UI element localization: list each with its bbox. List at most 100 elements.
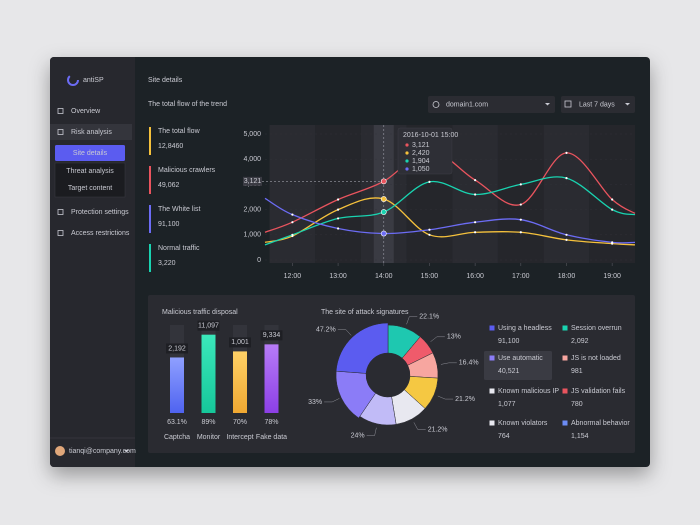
- slice-label: 16.4%: [459, 360, 479, 367]
- bottom-card: [148, 295, 635, 453]
- bars-title: Malicious traffic disposal: [162, 309, 238, 316]
- domain-value[interactable]: domain1.com: [446, 101, 488, 108]
- tooltip-dot: [405, 167, 409, 171]
- point: [565, 238, 568, 241]
- point: [380, 209, 387, 215]
- chart-column: [497, 125, 544, 263]
- y-tick-label: 5,000: [243, 131, 261, 138]
- submenu-item[interactable]: Threat analysis: [66, 168, 114, 175]
- count-label: 1,001: [231, 339, 249, 346]
- x-tick-label: 16:00: [466, 273, 484, 280]
- tooltip-value: 1,904: [412, 158, 430, 165]
- point: [291, 213, 294, 216]
- range-value[interactable]: Last 7 days: [579, 101, 615, 108]
- nav-item[interactable]: Overview: [71, 108, 101, 115]
- bar: [233, 351, 247, 413]
- tooltip-value: 1,050: [412, 166, 430, 173]
- legend-label: JS validation fails: [571, 388, 626, 395]
- x-tick-label: 13:00: [329, 273, 347, 280]
- y-tick-label: 2,000: [243, 206, 261, 213]
- slice-label: 33%: [308, 399, 322, 406]
- nav-highlight: [50, 124, 132, 140]
- range-select[interactable]: [561, 96, 635, 113]
- legend-value: 40,521: [498, 368, 520, 375]
- chart-column: [269, 125, 316, 263]
- count-box: [197, 320, 220, 331]
- bar: [264, 344, 279, 413]
- stat-accent: [149, 166, 151, 194]
- nav-item[interactable]: Risk analysis: [71, 129, 112, 136]
- submenu-active[interactable]: [55, 145, 125, 161]
- point: [519, 183, 522, 186]
- caret: [545, 103, 550, 106]
- avatar: [55, 446, 65, 456]
- count-label: 2,192: [168, 345, 186, 352]
- point: [336, 198, 340, 201]
- x-tick-label: 18:00: [558, 273, 576, 280]
- user-email[interactable]: tianqi@company.com: [69, 448, 136, 455]
- stat-value: 3,220: [158, 260, 176, 267]
- legend-label: Known malicious IP: [498, 388, 559, 395]
- point: [474, 221, 477, 224]
- point: [428, 180, 431, 183]
- chart-column: [543, 125, 590, 263]
- series-line: [264, 176, 636, 246]
- slice-label: 22.1%: [419, 314, 439, 321]
- nav-icon: [57, 129, 64, 135]
- legend-swatch: [489, 420, 495, 426]
- count-box: [166, 343, 188, 354]
- y-tick-label: 4,000: [243, 156, 261, 163]
- legend-swatch: [489, 355, 495, 361]
- legend-value: 1,077: [498, 401, 516, 408]
- tooltip-title: 2016-10-01 15:00: [403, 132, 458, 139]
- stat-value: 91,100: [158, 221, 180, 228]
- point: [336, 227, 340, 230]
- bar-category: Intercept: [226, 434, 253, 441]
- point: [380, 196, 387, 202]
- bar-category: Monitor: [197, 434, 221, 441]
- submenu-item[interactable]: Target content: [68, 185, 112, 192]
- caret: [625, 103, 630, 106]
- slice-label: 24%: [351, 432, 365, 439]
- legend-swatch: [489, 325, 495, 331]
- tooltip: [397, 127, 453, 175]
- stat-accent: [149, 244, 151, 272]
- bar-value-label: 78%: [264, 419, 278, 426]
- point: [336, 217, 340, 220]
- legend-label: Session overrun: [571, 325, 622, 332]
- bar-category: Captcha: [164, 434, 190, 441]
- point: [565, 233, 568, 236]
- point: [336, 208, 340, 211]
- submenu-box: [54, 162, 126, 198]
- legend-highlight: [484, 351, 552, 380]
- slice-label: 21.2%: [455, 396, 475, 403]
- submenu-item[interactable]: Site details: [73, 150, 108, 157]
- stat-label: Normal traffic: [158, 245, 200, 252]
- legend-value: 780: [571, 401, 583, 408]
- legend-swatch: [489, 388, 495, 394]
- bar: [170, 357, 184, 413]
- y-marker-label: 3,121: [244, 178, 262, 185]
- legend-label: Using a headless: [498, 325, 552, 332]
- nav-item[interactable]: Access restrictions: [71, 230, 130, 237]
- point: [611, 198, 614, 201]
- domain-select[interactable]: [428, 96, 555, 113]
- series-line: [264, 197, 636, 246]
- leader: [437, 395, 454, 400]
- tooltip-value: 2,420: [412, 150, 430, 157]
- logo: antiSP: [83, 77, 104, 84]
- calendar-icon: [564, 100, 572, 108]
- point: [565, 151, 568, 154]
- nav-item[interactable]: Protection settings: [71, 209, 129, 216]
- legend-swatch: [562, 388, 568, 394]
- y-tick-label: 1,000: [243, 232, 261, 239]
- stat-accent: [149, 127, 151, 155]
- legend-value: 1,154: [571, 433, 589, 440]
- point: [428, 228, 431, 231]
- point: [380, 230, 387, 237]
- tooltip-dot: [405, 159, 409, 163]
- legend-label: Known violators: [498, 420, 548, 427]
- donut-title: The site of attack signatures: [321, 309, 409, 316]
- y-tick-label: 0: [257, 257, 261, 264]
